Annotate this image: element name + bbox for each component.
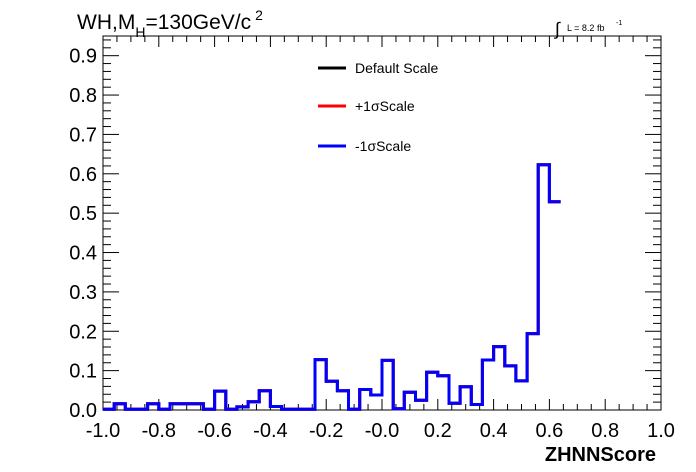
y-tick-label: 0.3 [69, 282, 97, 304]
y-tick-label: 0.0 [69, 400, 97, 422]
chart-title-superscript: 2 [255, 7, 263, 23]
x-tick-label: 0.4 [480, 420, 508, 442]
x-tick-label: 1.0 [647, 420, 675, 442]
x-axis-title: ZHNNScore [545, 444, 656, 466]
x-tick-label: 0.2 [424, 420, 452, 442]
y-tick-label: 0.7 [69, 124, 97, 146]
x-tick-label: -1.0 [86, 420, 120, 442]
y-tick-label: 0.9 [69, 46, 97, 68]
y-tick-label: 0.4 [69, 243, 97, 265]
frame [102, 35, 662, 411]
series-line-1 [103, 163, 561, 411]
series-layer [103, 163, 561, 411]
series-line-0 [103, 163, 561, 411]
luminosity-superscript: -1 [616, 20, 622, 27]
x-tick-label: 0.6 [535, 420, 563, 442]
y-tick-label: 0.8 [69, 85, 97, 107]
x-tick-label: -0.8 [142, 420, 176, 442]
y-tick-label: 0.2 [69, 321, 97, 343]
x-tick-label: 0.8 [591, 420, 619, 442]
luminosity-text: L = 8.2 fb [567, 23, 604, 33]
y-tick-label: 0.5 [69, 203, 97, 225]
x-tick-label: -0.6 [197, 420, 231, 442]
legend-label: +1σScale [355, 98, 415, 114]
luminosity-label: ∫ L = 8.2 fb -1 [553, 19, 622, 39]
chart-title: WH,MH=130GeV/c 2 [77, 7, 263, 40]
chart-title-rest: =130GeV/c [145, 11, 251, 34]
integral-symbol: ∫ [553, 19, 561, 39]
y-tick-label: 0.1 [69, 361, 97, 383]
x-tick-label: -0.2 [309, 420, 343, 442]
x-tick-label: -0.4 [253, 420, 287, 442]
series-line-2 [103, 163, 561, 411]
chart-title-main: WH,M [77, 11, 135, 34]
chart-title-subscript: H [135, 24, 145, 40]
y-tick-label: 0.6 [69, 164, 97, 186]
legend-label: -1σScale [355, 138, 411, 154]
axis-ticks: 0.0 0.1 0.2 0.3 0.4 0.5 0.6 0.7 0.8 0.9 -1.0 -0.8 -0… [69, 36, 675, 442]
x-tick-label: -0.0 [365, 420, 399, 442]
legend: Default Scale +1σScale -1σScale [318, 60, 438, 154]
legend-label: Default Scale [355, 60, 438, 76]
